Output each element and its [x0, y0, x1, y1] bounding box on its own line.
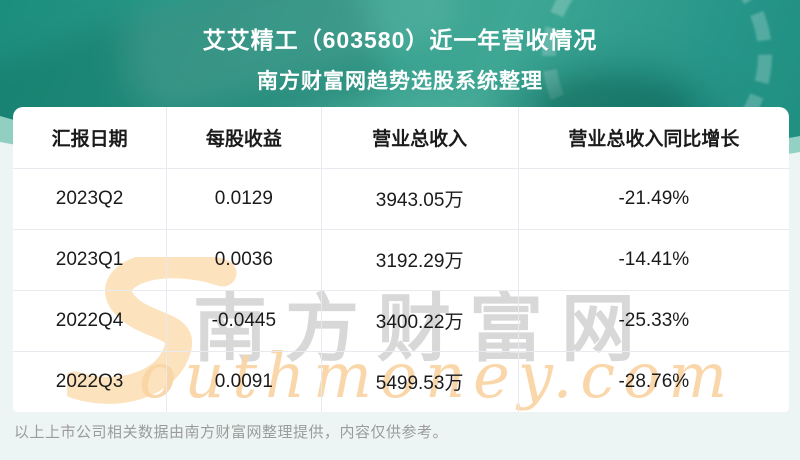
- cell-yoy-growth: -28.76%: [618, 370, 690, 392]
- page-subtitle: 南方财富网趋势选股系统整理: [257, 70, 543, 93]
- column-header-report-date: 汇报日期: [13, 107, 168, 168]
- cell-yoy-growth: -21.49%: [618, 187, 690, 209]
- cell-report-date: 2023Q1: [13, 229, 168, 290]
- footer-disclaimer: 以上上市公司相关数据由南方财富网整理提供，内容仅供参考。: [14, 424, 449, 441]
- revenue-table-card: 南方财富网 outhmoney.com 汇报日期 每股收益 营业总收入 营业总收…: [13, 107, 789, 412]
- cell-report-date: 2022Q3: [13, 351, 168, 412]
- table-row: 2022Q3 0.0091 5499.53万 -28.76%: [13, 351, 789, 412]
- cell-report-date: 2022Q4: [13, 290, 168, 351]
- cell-eps: 0.0036: [166, 229, 322, 290]
- table-row: 2023Q2 0.0129 3943.05万 -21.49%: [13, 168, 789, 229]
- table-row: 2023Q1 0.0036 3192.29万 -14.41%: [13, 229, 789, 290]
- column-header-revenue: 营业总收入: [321, 107, 519, 168]
- cell-revenue: 3192.29万: [321, 229, 519, 290]
- cell-revenue: 5499.53万: [321, 351, 519, 412]
- table-row: 2022Q4 -0.0445 3400.22万 -25.33%: [13, 290, 789, 351]
- page-title: 艾艾精工（603580）近一年营收情况: [202, 27, 598, 53]
- cell-yoy-growth: -25.33%: [618, 309, 690, 331]
- cell-revenue: 3943.05万: [321, 168, 519, 229]
- cell-eps: -0.0445: [166, 290, 322, 351]
- table-header-row: 汇报日期 每股收益 营业总收入 营业总收入同比增长: [13, 107, 789, 168]
- cell-yoy-growth: -14.41%: [618, 248, 690, 270]
- revenue-table: 汇报日期 每股收益 营业总收入 营业总收入同比增长 2023Q2 0.0129 …: [13, 107, 789, 412]
- cell-report-date: 2023Q2: [13, 168, 168, 229]
- cell-revenue: 3400.22万: [321, 290, 519, 351]
- column-header-eps: 每股收益: [166, 107, 322, 168]
- column-header-yoy-growth: 营业总收入同比增长: [568, 128, 740, 150]
- cell-eps: 0.0129: [166, 168, 322, 229]
- cell-eps: 0.0091: [166, 351, 322, 412]
